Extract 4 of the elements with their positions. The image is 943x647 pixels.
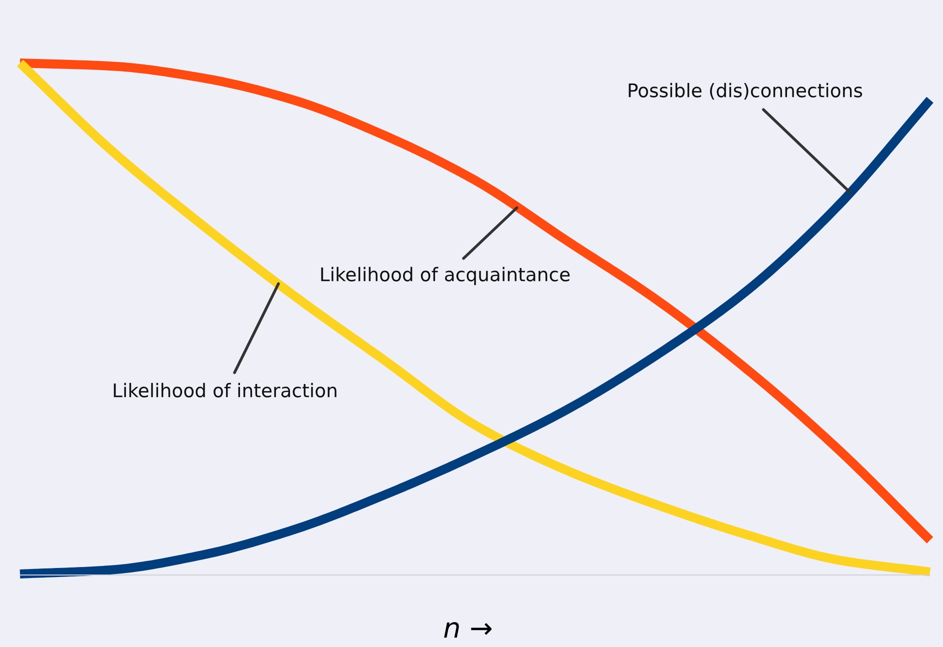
x-axis-title: n → — [444, 622, 492, 638]
text: Possible (dis)connections — [628, 82, 862, 100]
text: Likelihood of interaction — [114, 382, 336, 398]
series-label: Likelihood of acquaintance — [321, 266, 570, 286]
